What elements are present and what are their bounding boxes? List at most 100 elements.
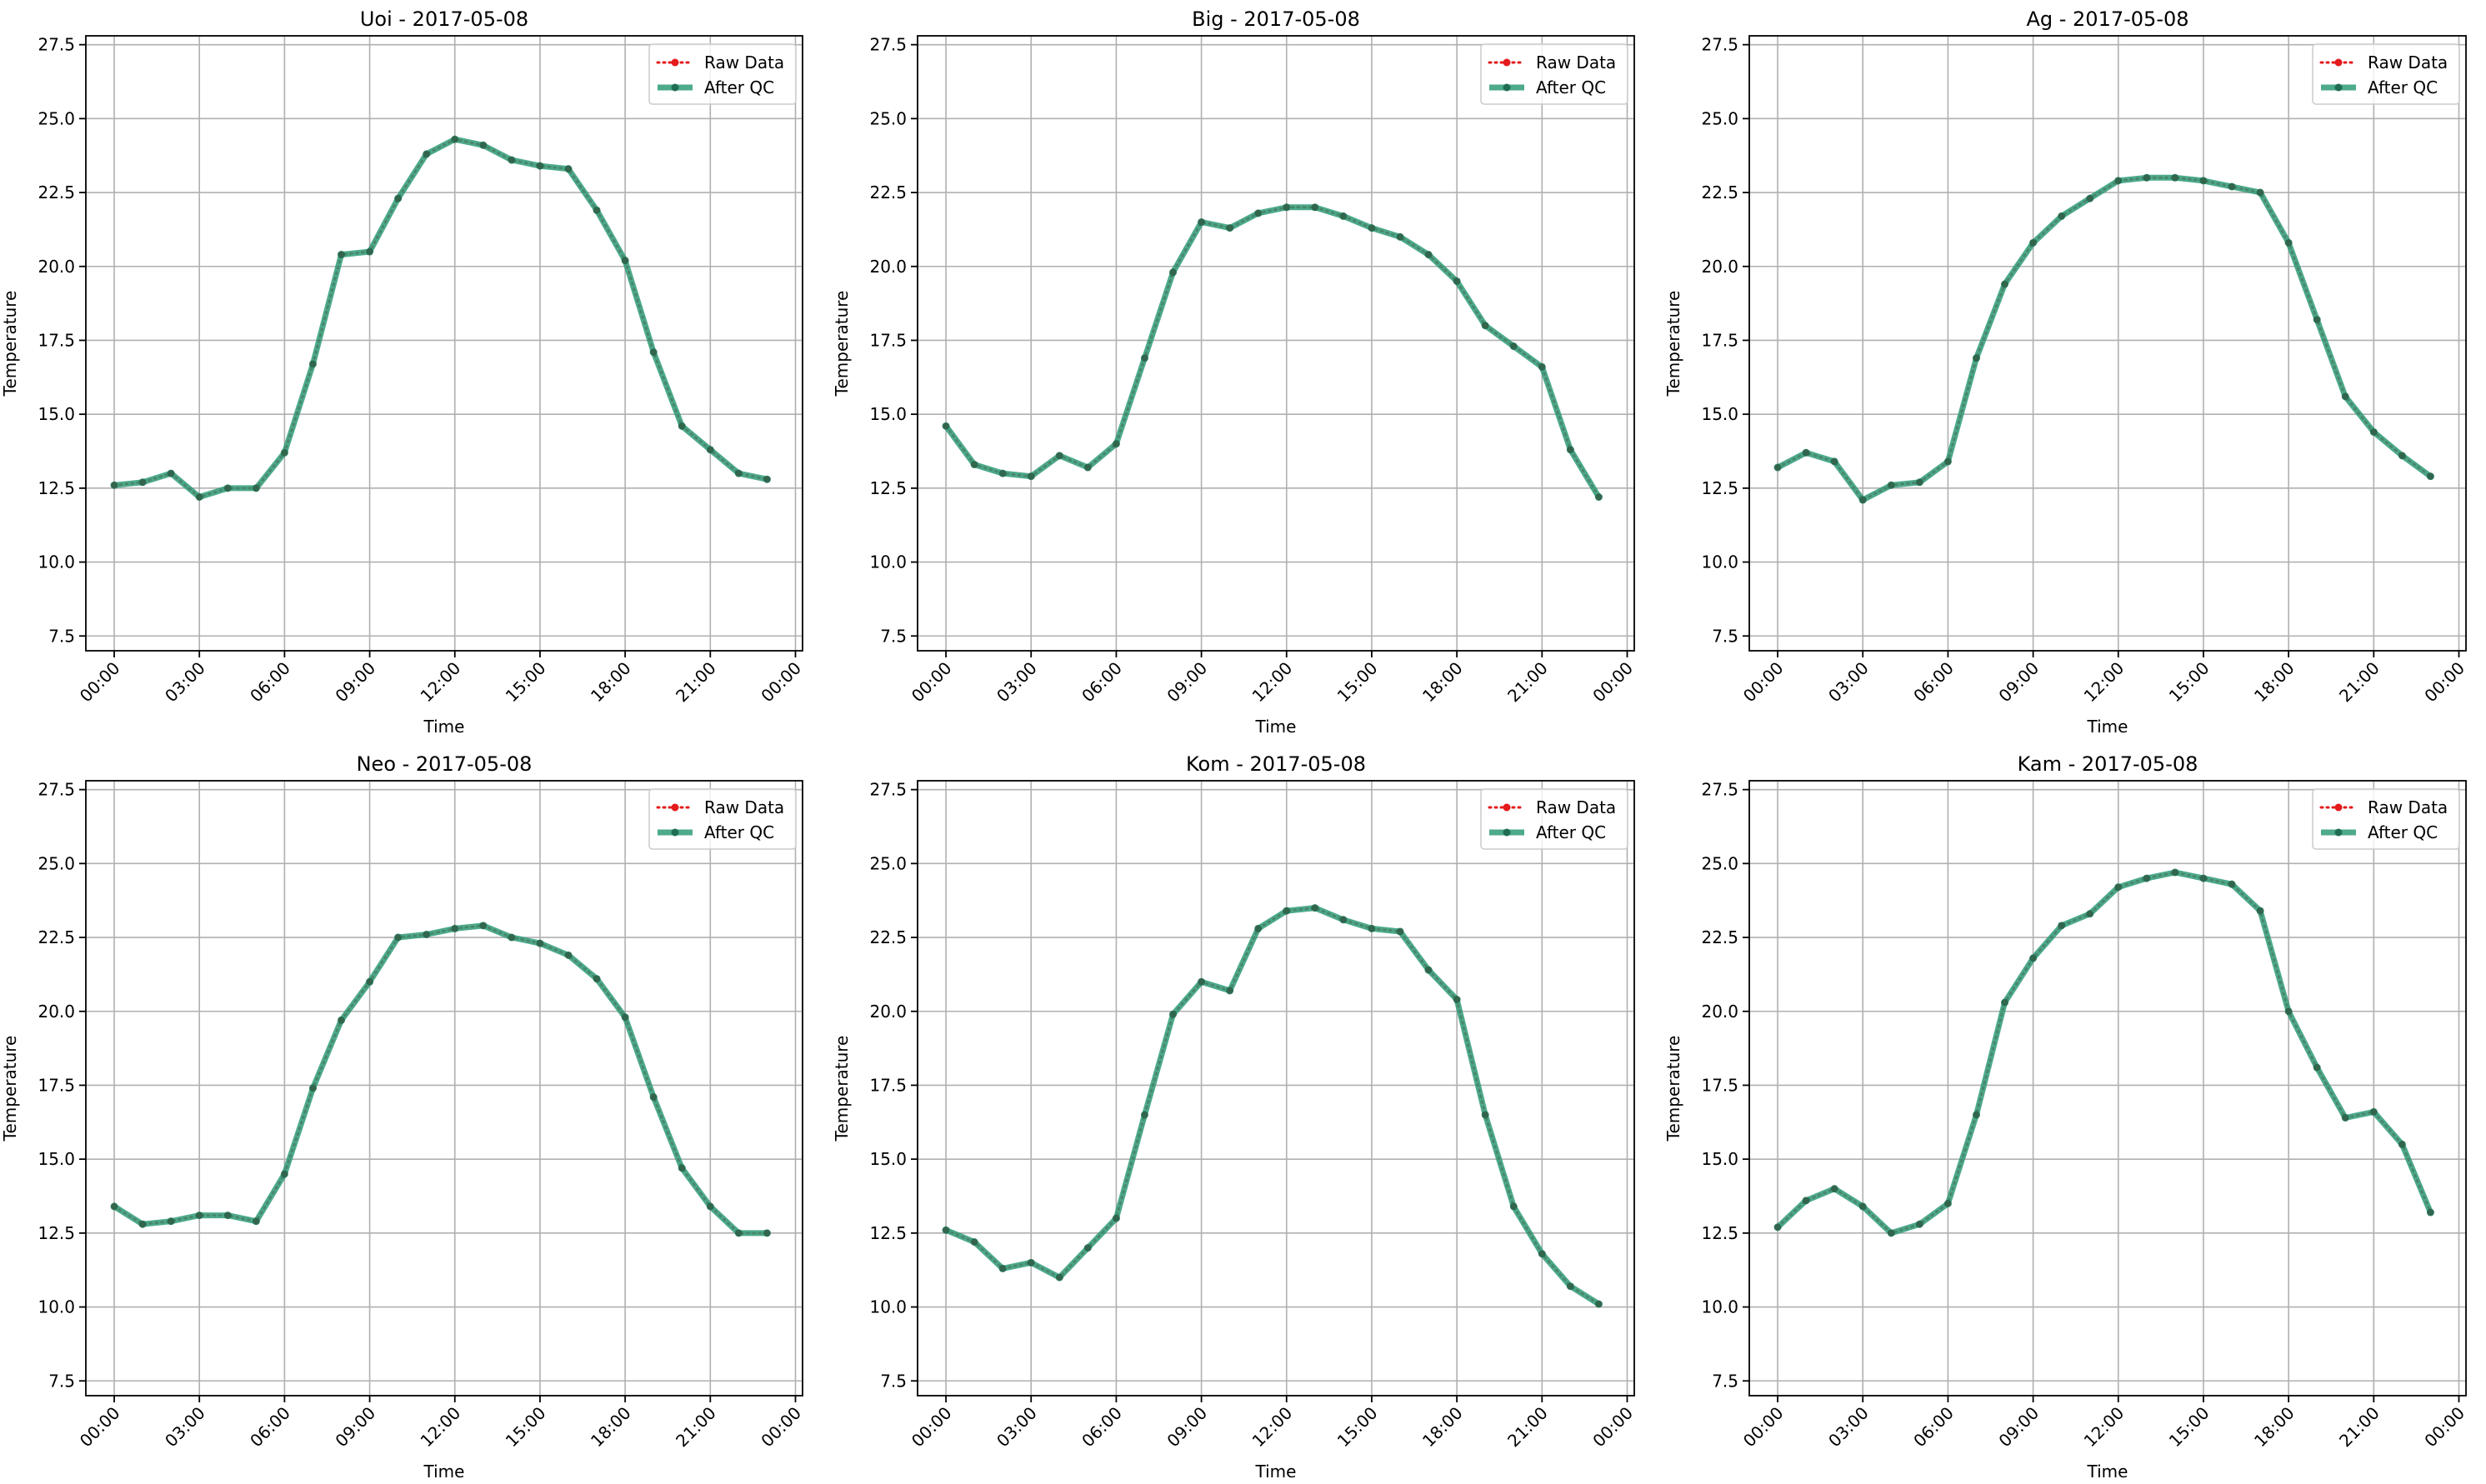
after-qc-point: [252, 484, 260, 492]
after-qc-point: [734, 1229, 743, 1237]
y-tick-label: 27.5: [1701, 780, 1738, 800]
after-qc-point: [1566, 446, 1574, 454]
legend-marker-after-qc: [671, 83, 679, 92]
after-qc-point: [2313, 1063, 2321, 1072]
after-qc-point: [2143, 874, 2151, 882]
after-qc-point: [1802, 448, 1810, 457]
after-qc-point: [451, 924, 459, 932]
series-line-after-qc: [944, 905, 1601, 1307]
after-qc-point: [1311, 203, 1319, 212]
x-tick-label: 12:00: [1248, 658, 1297, 707]
after-qc-point: [649, 1093, 658, 1102]
y-tick-label: 27.5: [38, 780, 75, 800]
x-tick-label: 18:00: [587, 658, 635, 707]
after-qc-point: [1566, 1282, 1574, 1291]
x-tick-label: 00:00: [2420, 1403, 2468, 1452]
x-tick-label: 03:00: [161, 1403, 209, 1452]
after-qc-point: [2228, 880, 2236, 888]
after-qc-point: [2199, 177, 2208, 185]
after-qc-point: [1858, 496, 1867, 504]
y-tick-label: 22.5: [869, 927, 907, 947]
y-tick-label: 27.5: [869, 35, 907, 55]
legend-label-raw-data: Raw Data: [1536, 797, 1616, 817]
after-qc-point: [2171, 173, 2179, 182]
after-qc-point: [1226, 987, 1234, 995]
x-tick-label: 00:00: [1588, 658, 1637, 707]
x-tick-label: 00:00: [908, 658, 956, 707]
y-tick-label: 22.5: [38, 927, 75, 947]
after-qc-point: [1198, 218, 1206, 227]
x-tick-label: 18:00: [2250, 658, 2298, 707]
after-qc-point: [1802, 1197, 1810, 1205]
after-qc-point: [1254, 924, 1263, 932]
x-tick-label: 00:00: [1739, 1403, 1788, 1452]
legend-marker-after-qc: [2334, 828, 2343, 837]
after-qc-point: [970, 1238, 978, 1246]
after-qc-point: [2369, 427, 2378, 436]
after-qc-point: [1481, 322, 1489, 330]
after-qc-point: [338, 1016, 346, 1024]
after-qc-point: [2114, 883, 2123, 892]
after-qc-point: [1453, 996, 1461, 1004]
after-qc-point: [167, 1217, 175, 1226]
y-tick-label: 10.0: [38, 1297, 75, 1317]
after-qc-point: [1396, 232, 1404, 241]
y-tick-label: 7.5: [1712, 1371, 1738, 1391]
x-tick-label: 09:00: [1994, 658, 2043, 707]
after-qc-point: [1112, 440, 1120, 448]
x-tick-label: 03:00: [993, 658, 1041, 707]
after-qc-point: [479, 141, 488, 149]
y-tick-label: 20.0: [38, 1002, 75, 1022]
y-tick-label: 20.0: [869, 257, 907, 277]
after-qc-point: [536, 939, 544, 947]
after-qc-point: [2426, 1208, 2434, 1217]
after-qc-point: [593, 975, 601, 983]
after-qc-point: [763, 475, 771, 483]
x-tick-label: 00:00: [2420, 658, 2468, 707]
x-tick-label: 06:00: [1909, 658, 1958, 707]
y-tick-label: 25.0: [869, 108, 907, 128]
grid: [918, 781, 1634, 1396]
chart-panel-1: 7.5 10.0 12.5 15.0 17.5 20.0 22.5 25.0 27.5 00:00…: [0, 7, 805, 737]
x-tick-label: 18:00: [1418, 1403, 1467, 1452]
after-qc-point: [970, 460, 978, 468]
legend-marker-raw-data: [2334, 58, 2343, 67]
series-line-raw-data: [113, 924, 768, 1235]
after-qc-point: [763, 1229, 771, 1237]
chart-title: Kam - 2017-05-08: [2018, 752, 2198, 776]
after-qc-point: [621, 1013, 629, 1022]
y-tick-label: 27.5: [1701, 35, 1738, 55]
after-qc-point: [2171, 868, 2179, 877]
x-tick-label: 15:00: [2165, 658, 2213, 707]
x-tick-label: 15:00: [2165, 1403, 2213, 1452]
axes-frame: [85, 35, 803, 652]
after-qc-point: [1311, 904, 1319, 912]
after-qc-point: [1538, 1250, 1546, 1258]
after-qc-point: [1481, 1111, 1489, 1119]
legend-marker-raw-data: [1503, 58, 1511, 67]
after-qc-point: [1509, 342, 1518, 351]
chart-panel-5: 7.5 10.0 12.5 15.0 17.5 20.0 22.5 25.0 27.5 00:00…: [832, 752, 1637, 1482]
series-line-raw-data: [944, 907, 1600, 1306]
after-qc-point: [1773, 1223, 1782, 1232]
y-axis-label: Temperature: [832, 1036, 852, 1142]
after-qc-point: [998, 1264, 1007, 1272]
after-qc-point: [451, 135, 459, 143]
after-qc-point: [1424, 251, 1433, 259]
legend-label-raw-data: Raw Data: [704, 52, 784, 72]
after-qc-point: [1915, 478, 1923, 487]
after-qc-point: [2284, 238, 2293, 247]
after-qc-point: [1509, 1202, 1518, 1211]
x-tick-label: 00:00: [76, 658, 124, 707]
legend-marker-after-qc: [1503, 83, 1511, 92]
after-qc-point: [2199, 874, 2208, 882]
after-qc-point: [2228, 182, 2236, 191]
x-tick-label: 18:00: [587, 1403, 635, 1452]
legend-marker-after-qc: [2334, 83, 2343, 92]
after-qc-point: [1773, 463, 1782, 472]
after-qc-point: [2058, 212, 2066, 220]
after-qc-point: [1368, 924, 1376, 932]
legend-label-raw-data: Raw Data: [2368, 52, 2448, 72]
after-qc-point: [2284, 1007, 2293, 1016]
